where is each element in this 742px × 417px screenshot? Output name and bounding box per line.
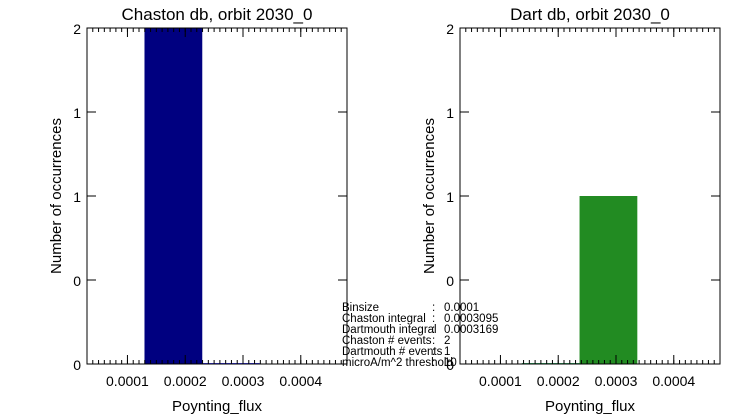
stats-separator: :: [432, 346, 436, 358]
stats-value: 0.0003169: [444, 324, 499, 336]
histogram-bar: [579, 196, 638, 364]
chaston-histogram-panel: 0.0001 0.0002 0.0003 0.0004 0 0 1 1 2 Chaston db,…: [48, 5, 348, 415]
stats-separator: :: [432, 302, 436, 314]
stats-value: 0.0001: [444, 302, 480, 314]
histogram-bar: [144, 28, 203, 364]
y-tick-label: 1: [73, 105, 81, 121]
x-tick-label: 0.0003: [595, 373, 638, 389]
stats-label: Dartmouth # events: [342, 346, 443, 358]
stats-row: Chaston integral:0.0003095: [342, 313, 499, 325]
stats-value: 10: [444, 357, 457, 369]
stats-separator: :: [432, 324, 436, 336]
stats-value: 0.0003095: [444, 313, 499, 325]
x-tick-label: 0.0001: [479, 373, 522, 389]
chart-title: Chaston db, orbit 2030_0: [122, 5, 313, 24]
y-tick-label: 2: [446, 21, 454, 37]
x-axis-label: Poynting_flux: [545, 398, 636, 415]
stats-label: Chaston integral: [342, 313, 426, 325]
stats-value: 2: [444, 335, 451, 347]
x-axis-label: Poynting_flux: [172, 398, 263, 415]
x-tick-label: 0.0004: [279, 373, 322, 389]
y-tick-label: 1: [73, 189, 81, 205]
stats-row: Binsize:0.0001: [342, 302, 498, 314]
y-tick-label: 0: [73, 273, 81, 289]
stats-label: Dartmouth integral: [342, 324, 437, 336]
y-axis-label: Number of occurrences: [48, 118, 65, 274]
chart-title: Dart db, orbit 2030_0: [510, 5, 670, 24]
stats-row: microA/m^2 threshold:10: [342, 357, 498, 369]
stats-label: Binsize: [342, 302, 380, 314]
stats-separator: :: [432, 357, 436, 369]
stats-row: Chaston # events:2: [342, 335, 498, 347]
y-axis-label: Number of occurrences: [421, 118, 438, 274]
stats-separator: :: [432, 313, 436, 325]
stats-value: 1: [444, 346, 451, 358]
y-tick-label: 1: [446, 189, 454, 205]
y-tick-label: 0: [446, 357, 454, 373]
stats-row: Dartmouth integral:0.0003169: [342, 324, 499, 336]
x-tick-label: 0.0002: [537, 373, 580, 389]
y-tick-label: 2: [73, 21, 81, 37]
y-tick-label: 1: [446, 105, 454, 121]
plot-frame: [86, 27, 348, 365]
stats-label: Chaston # events: [342, 335, 432, 347]
x-tick-label: 0.0004: [652, 373, 695, 389]
stats-row: Dartmouth # events:1: [342, 346, 498, 358]
y-tick-label: 0: [446, 273, 454, 289]
statistics-box: Binsize:0.0001 Chaston integral:0.0003095…: [342, 302, 499, 369]
x-tick-label: 0.0003: [222, 373, 265, 389]
x-tick-label: 0.0002: [164, 373, 207, 389]
stats-separator: :: [432, 335, 436, 347]
x-tick-label: 0.0001: [106, 373, 149, 389]
stats-label: microA/m^2 threshold: [342, 357, 453, 369]
y-tick-label: 0: [73, 357, 81, 373]
